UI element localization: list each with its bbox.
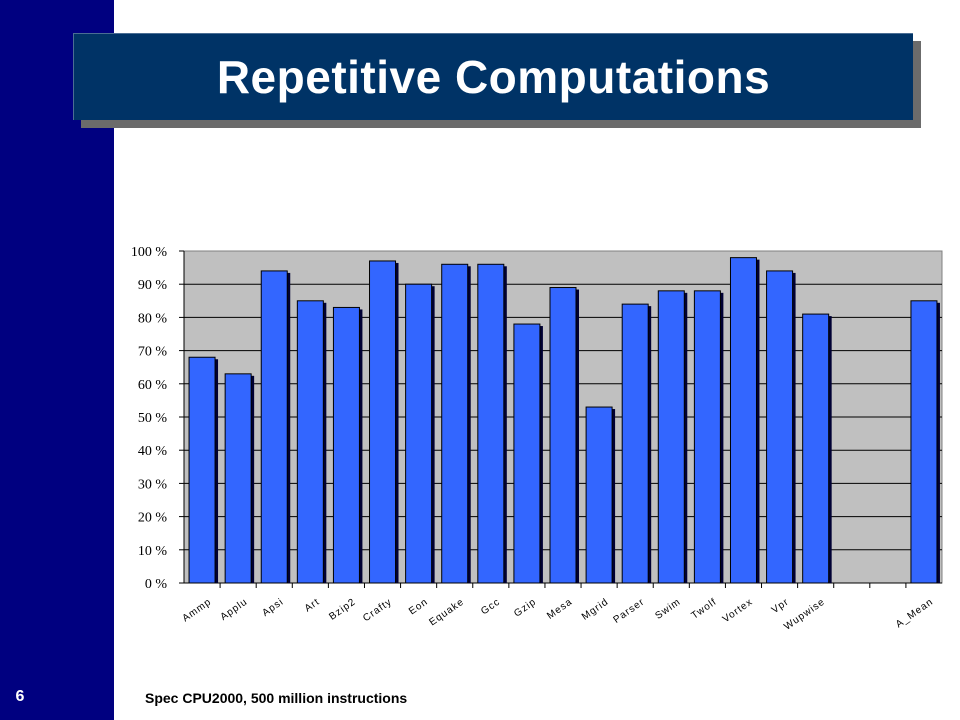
x-tick-label: Applu [219,596,250,623]
bar [369,260,397,584]
x-tick-label: Crafty [361,596,394,624]
bar [910,300,938,584]
x-tick-label: Gcc [479,596,502,617]
y-tick-label: 70 % [138,345,168,360]
bar [405,283,433,584]
x-tick-label: Apsi [260,596,286,618]
bar [729,257,757,584]
bar [188,356,216,584]
bar [549,287,577,584]
y-tick-label: 60 % [138,378,168,393]
y-tick-label: 100 % [131,245,168,260]
slide-title: Repetitive Computations [216,51,771,103]
x-tick-label: Art [303,596,322,614]
x-tick-label: Parser [612,596,647,625]
title-bar: Repetitive Computations [73,33,913,120]
y-tick-label: 0 % [145,577,168,592]
bar [657,290,685,584]
bar [766,270,794,584]
x-tick-label: Bzip2 [327,596,358,622]
bar [621,303,649,584]
x-tick-label: Twolf [690,596,720,621]
x-tick-label: Swim [653,596,683,621]
bar [296,300,324,584]
y-tick-label: 20 % [138,511,168,526]
y-tick-label: 80 % [138,311,168,326]
bar [332,306,360,584]
bar [260,270,288,584]
x-tick-label: Vpr [770,596,792,616]
x-tick-label: Wupwise [782,596,827,632]
x-tick-label: Mgrid [580,596,611,622]
y-tick-label: 90 % [138,278,168,293]
x-tick-label: Gzip [512,596,538,619]
y-tick-label: 10 % [138,544,168,559]
x-tick-label: Ammp [181,596,214,624]
x-tick-label: Equake [427,596,466,628]
bar [224,373,252,584]
bar [441,263,469,584]
bar [802,313,830,584]
y-tick-label: 40 % [138,444,168,459]
bar [477,263,505,584]
x-tick-label: Eon [407,596,430,617]
bar [585,406,613,584]
slide-number: 6 [15,688,25,705]
footnote: Spec CPU2000, 500 million instructions [145,690,408,706]
bar [693,290,721,584]
x-tick-label: Mesa [545,596,575,621]
x-tick-label: Vortex [721,596,755,625]
bar [513,323,541,584]
x-tick-label: A_Mean [894,596,936,630]
y-tick-label: 50 % [138,411,168,426]
y-tick-label: 30 % [138,477,168,492]
